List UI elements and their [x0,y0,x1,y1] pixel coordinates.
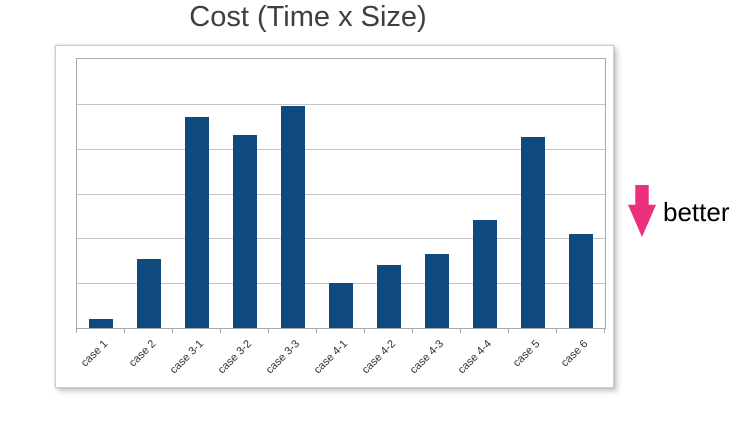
bar-case-4-4 [473,220,497,328]
x-axis-label: case 3-2 [215,337,254,377]
bar-case-2 [137,259,161,328]
bar-case-4-1 [329,283,353,328]
x-axis-tick [268,329,269,333]
x-axis-tick [556,329,557,333]
x-axis-label: case 3-3 [263,337,302,377]
down-arrow-icon [628,185,656,237]
x-axis-tick [220,329,221,333]
gridline [77,104,605,105]
x-axis-label: case 4-1 [311,337,350,377]
x-axis-tick [172,329,173,333]
x-axis-label: case 4-3 [407,337,446,377]
bar-case-4-2 [377,265,401,328]
bar-case-5 [521,137,545,328]
gridline [77,149,605,150]
better-annotation: better [628,185,730,237]
plot-area [76,58,606,329]
bar-case-3-2 [233,135,257,328]
x-axis-label: case 6 [558,337,590,370]
x-axis-tick [364,329,365,333]
bar-case-4-3 [425,254,449,328]
bar-case-3-3 [281,106,305,328]
bar-case-1 [89,319,113,328]
x-axis-tick [508,329,509,333]
bar-case-6 [569,234,593,328]
x-axis-label: case 4-2 [359,337,398,377]
x-axis-label: case 4-4 [455,337,494,377]
x-axis-label: case 3-1 [167,337,206,377]
x-axis-tick [412,329,413,333]
x-axis-tick [316,329,317,333]
x-axis-tick [76,329,77,333]
gridline [77,194,605,195]
gridline [77,238,605,239]
x-axis-label: case 2 [126,337,158,370]
chart-container: case 1 case 2 case 3-1 case 3-2 case 3-3 case… [55,45,614,388]
x-axis-tick [124,329,125,333]
chart-title: Cost (Time x Size) [189,1,427,33]
x-axis-label: case 1 [78,337,110,370]
bar-case-3-1 [185,117,209,328]
x-axis-label: case 5 [510,337,542,370]
better-label: better [663,197,730,227]
x-axis-tick [604,329,605,333]
x-axis-tick [460,329,461,333]
